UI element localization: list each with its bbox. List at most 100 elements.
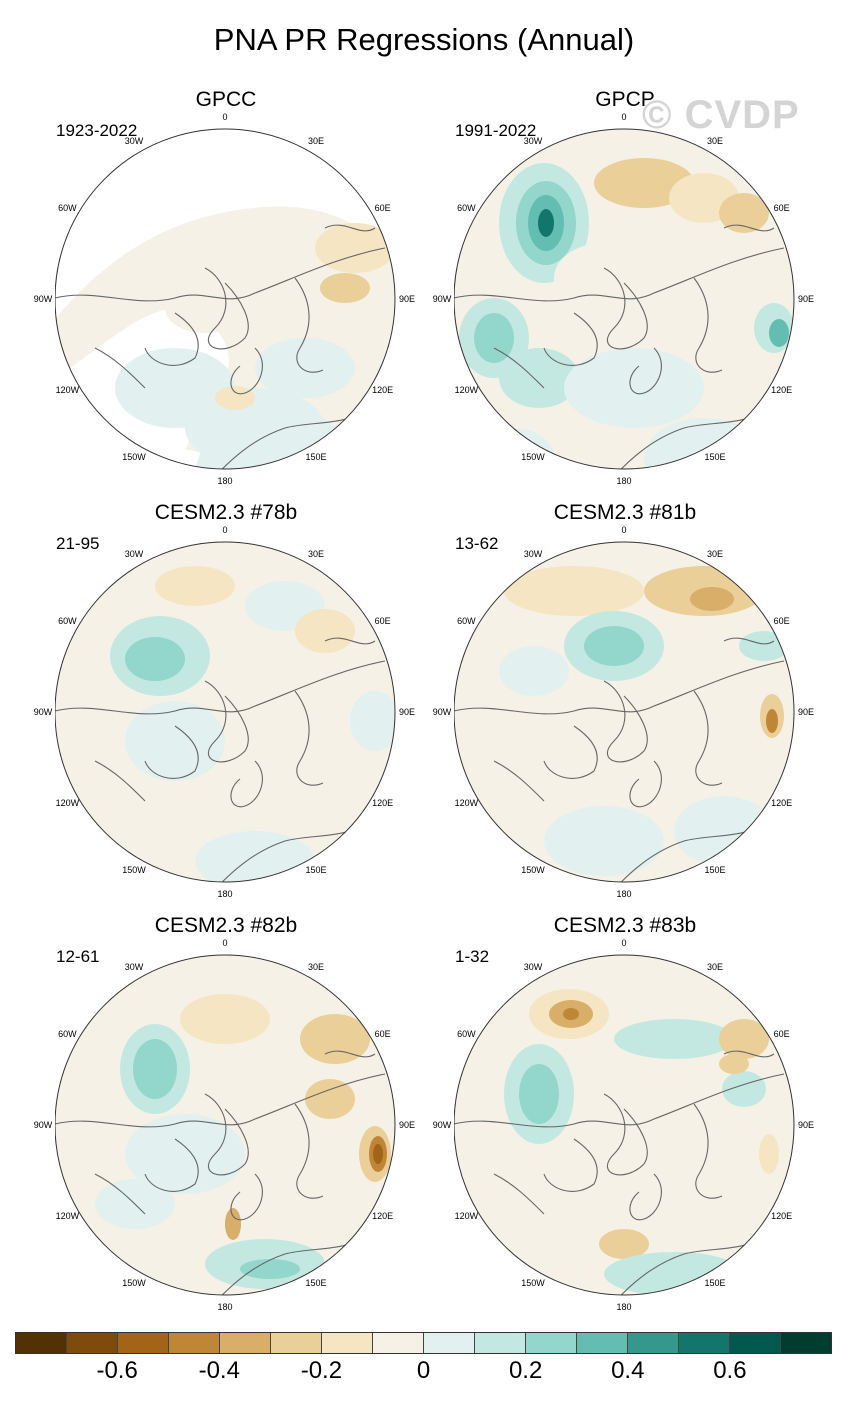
map-panel: CESM2.3 #83b 1-32 180 150E 120E 90E 60E 30E 0 30W… bbox=[433, 914, 815, 1314]
map-boundary bbox=[55, 541, 396, 883]
colorbar-box bbox=[169, 1333, 220, 1353]
coastline bbox=[94, 1173, 146, 1215]
longitude-label: 60E bbox=[374, 203, 391, 213]
panel-title: GPCC bbox=[195, 88, 257, 111]
map-panel: GPCC 1923-2022 180 150E 120E 90E 60E 30E 0 30W 60W… bbox=[34, 88, 415, 488]
regression-contour bbox=[584, 626, 644, 666]
longitude-label: 150W bbox=[521, 451, 545, 462]
longitude-label: 30W bbox=[523, 962, 543, 973]
longitude-label: 90W bbox=[432, 707, 452, 717]
regression-contour bbox=[739, 631, 789, 661]
regression-contour bbox=[125, 701, 225, 781]
coastline bbox=[693, 690, 723, 786]
colorbar-box bbox=[322, 1333, 373, 1353]
longitude-label: 0 bbox=[621, 525, 627, 535]
longitude-label: 120W bbox=[55, 385, 80, 395]
coastline bbox=[204, 1093, 249, 1176]
longitude-label: 0 bbox=[621, 938, 627, 948]
coastline bbox=[454, 660, 785, 715]
panel-period: 1-32 bbox=[455, 947, 490, 966]
coastline bbox=[629, 1173, 662, 1221]
regression-contour bbox=[474, 313, 514, 363]
regression-contour bbox=[594, 711, 714, 791]
longitude-label: 150W bbox=[122, 1277, 146, 1288]
longitude-label: 60E bbox=[374, 1029, 391, 1039]
coastline bbox=[94, 347, 146, 389]
longitude-label: 120E bbox=[372, 1211, 394, 1221]
longitude-label: 90W bbox=[432, 1120, 452, 1130]
colorbar-box bbox=[424, 1333, 475, 1353]
longitude-label: 30E bbox=[706, 962, 724, 973]
coastline bbox=[94, 760, 146, 802]
longitude-label: 120W bbox=[55, 1211, 80, 1221]
longitude-label: 90W bbox=[33, 1120, 53, 1130]
longitude-label: 120E bbox=[771, 385, 793, 395]
regression-contour bbox=[719, 1054, 749, 1074]
colorbar-box bbox=[679, 1333, 730, 1353]
longitude-label: 90E bbox=[797, 707, 815, 717]
coastline bbox=[543, 725, 598, 779]
colorbar-box bbox=[271, 1333, 322, 1353]
colorbar-box bbox=[475, 1333, 526, 1353]
map-boundary bbox=[55, 954, 396, 1296]
coastline bbox=[144, 1138, 199, 1192]
longitude-label: 150E bbox=[305, 451, 327, 462]
colorbar-box bbox=[730, 1333, 781, 1353]
coastline bbox=[493, 347, 545, 389]
colorbar-box bbox=[628, 1333, 679, 1353]
longitude-label: 0 bbox=[222, 938, 228, 948]
longitude-label: 0 bbox=[621, 112, 627, 122]
regression-contour bbox=[538, 209, 554, 237]
coastline bbox=[294, 277, 324, 373]
coastline bbox=[294, 1103, 324, 1199]
colorbar-tick-label: 0.2 bbox=[508, 1357, 543, 1384]
regression-contour bbox=[315, 223, 395, 273]
coastline bbox=[144, 725, 199, 779]
panel-title: CESM2.3 #81b bbox=[553, 501, 697, 524]
coastline bbox=[454, 247, 785, 302]
longitude-label: 60W bbox=[457, 616, 476, 626]
coastline bbox=[603, 267, 648, 350]
regression-contour bbox=[594, 158, 694, 208]
regression-contour bbox=[766, 709, 778, 733]
colorbar-box bbox=[781, 1333, 831, 1353]
coastline bbox=[603, 680, 648, 763]
regression-contour bbox=[614, 1019, 734, 1059]
panel-title: CESM2.3 #83b bbox=[553, 914, 697, 937]
longitude-label: 120E bbox=[771, 798, 793, 808]
map-boundary bbox=[454, 128, 795, 470]
longitude-label: 120E bbox=[372, 798, 394, 808]
colorbar-box bbox=[373, 1333, 424, 1353]
longitude-label: 30W bbox=[523, 549, 543, 560]
regression-contour bbox=[690, 587, 734, 611]
regression-contour bbox=[604, 1252, 744, 1295]
longitude-label: 150E bbox=[305, 1277, 327, 1288]
longitude-label: 90W bbox=[432, 294, 452, 304]
coastline bbox=[723, 224, 775, 232]
longitude-label: 60W bbox=[58, 1029, 77, 1039]
regression-contour bbox=[519, 1064, 559, 1124]
panel-period: 21-95 bbox=[56, 534, 100, 553]
regression-contour bbox=[674, 796, 774, 866]
map-panel: GPCP 1991-2022 180 150E 120E 90E 60E 30E 0 30W 60W… bbox=[433, 88, 815, 488]
longitude-label: 30W bbox=[124, 136, 144, 147]
polar-map bbox=[55, 128, 396, 470]
coastline bbox=[230, 347, 263, 395]
longitude-label: 180 bbox=[616, 1302, 632, 1312]
longitude-label: 60E bbox=[374, 616, 391, 626]
longitude-label: 150W bbox=[122, 864, 146, 875]
regression-contour bbox=[180, 994, 270, 1044]
colorbar-tick-label: 0.4 bbox=[611, 1357, 645, 1384]
colorbar-tick-label: -0.2 bbox=[300, 1357, 343, 1384]
panel-title: CESM2.3 #78b bbox=[154, 501, 298, 524]
regression-contour bbox=[125, 637, 185, 681]
map-panel: CESM2.3 #81b 13-62 180 150E 120E 90E 60E 30E 0 30… bbox=[433, 501, 815, 901]
regression-contour bbox=[185, 388, 325, 468]
regression-contour bbox=[95, 801, 175, 861]
longitude-label: 90E bbox=[797, 294, 815, 304]
longitude-label: 60W bbox=[457, 203, 476, 213]
polar-map bbox=[55, 954, 396, 1296]
longitude-label: 90E bbox=[797, 1120, 815, 1130]
panel-title: CESM2.3 #82b bbox=[154, 914, 298, 937]
coastline bbox=[55, 1073, 386, 1128]
